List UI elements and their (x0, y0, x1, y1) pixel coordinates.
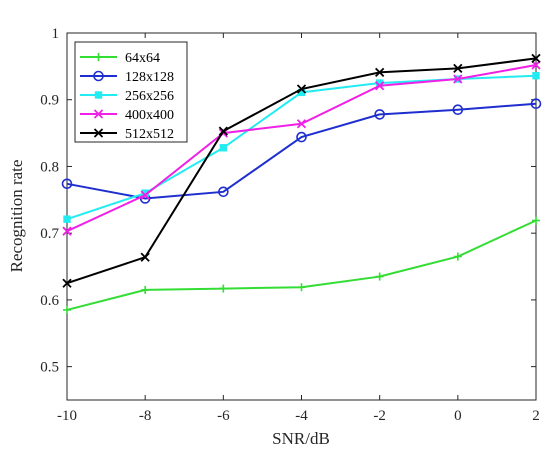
data-point (62, 226, 72, 236)
legend-marker (94, 91, 103, 99)
legend-marker (93, 128, 104, 138)
series-400x400 (62, 60, 541, 236)
legend-item: 400x400 (80, 108, 174, 123)
axis-ticks: -10 -8 -6 -4 -2 0 2 0.5 0.6 0.7 0.8 0.9 1 (40, 26, 540, 424)
legend-item: 256x256 (80, 89, 174, 104)
y-tick-label: 0.8 (40, 159, 59, 175)
data-point (218, 126, 228, 136)
legend-item: 512x512 (80, 127, 174, 142)
series-line (66, 102, 537, 200)
y-tick-label: 0.6 (40, 293, 59, 309)
data-point (531, 53, 541, 63)
x-tick-label: -10 (57, 408, 77, 424)
series-128x128 (61, 98, 542, 204)
x-tick-label: -2 (373, 408, 386, 424)
data-point (296, 131, 307, 143)
legend-label: 512x512 (125, 127, 174, 142)
x-tick-label: 0 (454, 408, 462, 424)
data-point (219, 144, 228, 152)
data-point (375, 67, 385, 78)
legend-label: 256x256 (125, 89, 174, 104)
data-point (374, 109, 385, 120)
data-point (61, 178, 73, 190)
legend-label: 64x64 (125, 51, 160, 66)
data-point (140, 190, 150, 200)
y-axis-label: Recognition rate (7, 160, 26, 273)
legend-item: 64x64 (80, 51, 160, 66)
data-point (531, 60, 541, 70)
data-point (218, 186, 229, 198)
legend-marker (93, 70, 104, 82)
data-point (453, 63, 463, 74)
data-point (296, 119, 307, 129)
series-512x512 (62, 53, 541, 288)
series-64x64 (63, 216, 540, 314)
legend-item: 128x128 (80, 70, 174, 85)
x-tick-label: 2 (532, 408, 540, 424)
legend-box (74, 41, 188, 143)
x-tick-label: -4 (295, 408, 308, 424)
data-point (140, 252, 150, 262)
legend-marker (93, 109, 104, 119)
legend-label: 400x400 (125, 108, 174, 123)
series-group (61, 53, 542, 314)
y-tick-label: 1 (52, 26, 60, 42)
data-point (452, 104, 464, 116)
y-tick-label: 0.7 (40, 226, 59, 242)
legend: 64x64 128x128 256x256 400x400 512x512 (74, 41, 188, 143)
y-tick-label: 0.9 (40, 93, 59, 109)
data-point (63, 215, 71, 223)
data-point (62, 278, 72, 288)
x-tick-label: -8 (139, 408, 152, 424)
legend-label: 128x128 (125, 70, 174, 85)
data-point (453, 74, 463, 84)
data-point (532, 72, 540, 80)
x-tick-label: -6 (217, 408, 230, 424)
data-point (530, 98, 542, 110)
data-point (296, 84, 307, 94)
y-tick-label: 0.5 (40, 360, 59, 376)
x-axis-label: SNR/dB (272, 429, 330, 448)
data-point (375, 81, 385, 91)
